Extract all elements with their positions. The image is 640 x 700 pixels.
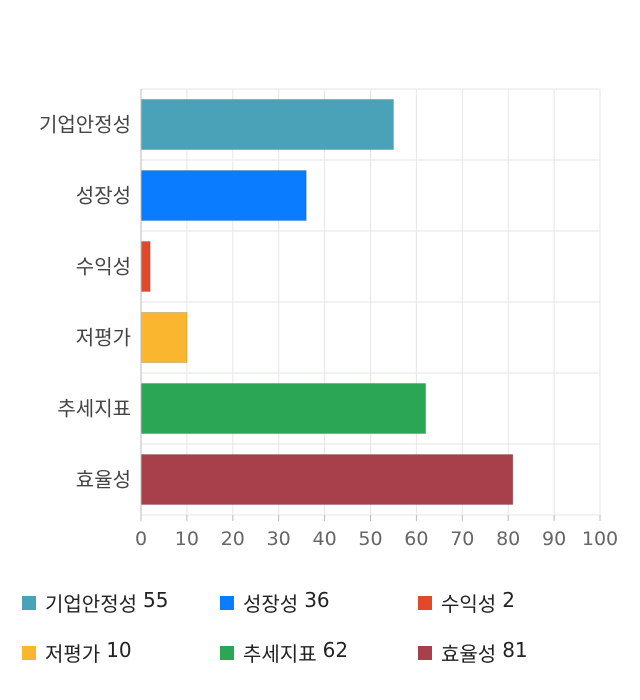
legend-label: 성장성 (243, 592, 299, 616)
x-tick-label: 80 (496, 528, 520, 550)
legend-swatch (418, 595, 432, 610)
legend-swatch (418, 645, 432, 660)
x-tick-label: 90 (542, 528, 566, 550)
legend-label: 기업안정성 (45, 592, 137, 616)
x-tick-label: 20 (221, 528, 245, 550)
legend-item-성장성: 성장성 36 (220, 588, 330, 617)
x-tick-label: 100 (582, 528, 618, 550)
category-label: 추세지표 (57, 397, 131, 421)
bar-효율성 (140, 454, 514, 505)
legend-value: 55 (143, 588, 169, 612)
legend-label: 추세지표 (243, 642, 317, 666)
bar-추세지표 (140, 383, 427, 434)
category-label: 성장성 (76, 184, 131, 208)
legend-label: 효율성 (441, 642, 497, 666)
legend-swatch (22, 645, 36, 660)
legend-item-추세지표: 추세지표 62 (220, 638, 348, 667)
legend: 기업안정성 55 성장성 36 수익성 2 저평가 10 추세지표 62 효율성 81 (0, 580, 640, 690)
legend-swatch (220, 645, 234, 660)
legend-value: 36 (304, 588, 330, 612)
x-tick-label: 30 (267, 528, 291, 550)
axes (140, 89, 601, 521)
bar-기업안정성 (140, 99, 394, 150)
grid-lines (140, 88, 601, 516)
x-tick-label: 70 (450, 528, 474, 550)
category-label: 기업안정성 (39, 113, 131, 137)
legend-swatch (22, 595, 36, 610)
legend-value: 62 (322, 638, 349, 662)
bar-수익성 (140, 241, 151, 292)
bars (140, 99, 514, 505)
category-label: 저평가 (76, 326, 131, 350)
x-tick-label: 60 (404, 528, 428, 550)
x-tick-label: 0 (135, 528, 147, 550)
legend-label: 저평가 (45, 642, 101, 666)
legend-label: 수익성 (441, 592, 497, 616)
legend-value: 10 (106, 638, 132, 662)
x-tick-label: 40 (313, 528, 337, 550)
category-label: 수익성 (76, 255, 131, 279)
bar-성장성 (140, 170, 307, 221)
legend-item-저평가: 저평가 10 (22, 638, 132, 667)
legend-item-효율성: 효율성 81 (418, 638, 528, 667)
legend-item-수익성: 수익성 2 (418, 588, 515, 617)
x-tick-label: 50 (358, 528, 382, 550)
x-tick-labels: 0 10 20 30 40 50 60 70 80 90 100 (135, 528, 618, 550)
legend-item-기업안정성: 기업안정성 55 (22, 588, 168, 617)
legend-value: 2 (502, 588, 515, 612)
legend-value: 81 (502, 638, 528, 662)
bar-저평가 (140, 312, 188, 363)
category-label: 효율성 (76, 468, 131, 492)
legend-swatch (220, 595, 234, 610)
x-tick-label: 10 (175, 528, 199, 550)
